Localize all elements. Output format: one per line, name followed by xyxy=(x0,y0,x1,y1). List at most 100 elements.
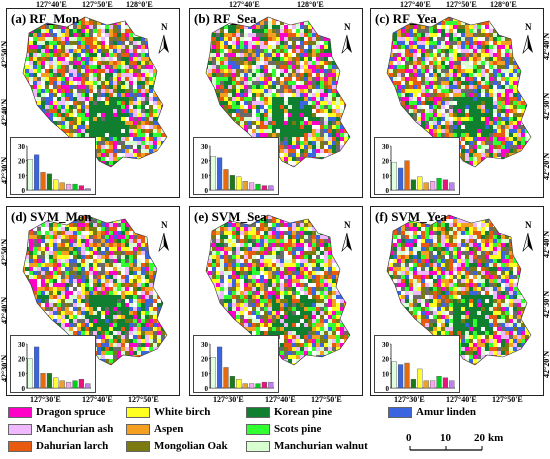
histogram-bar xyxy=(28,159,33,190)
legend-item: Dahurian larch xyxy=(8,440,108,452)
longitude-tick: 127°50'E xyxy=(128,395,159,404)
histogram-bar xyxy=(443,180,448,190)
histogram-bar xyxy=(417,177,422,190)
legend-swatch xyxy=(8,441,32,452)
histogram-bar xyxy=(85,384,90,388)
latitude-tick: 42°40'N xyxy=(542,33,550,60)
y-tick-label: 10 xyxy=(201,370,209,378)
histogram-bar xyxy=(262,186,267,190)
y-tick-label: 20 xyxy=(201,356,209,364)
y-tick-label: 30 xyxy=(18,341,26,349)
y-tick-label: 20 xyxy=(18,158,26,166)
histogram-bar xyxy=(73,184,78,190)
longitude-tick: 128°0'E xyxy=(490,0,517,9)
legend-swatch xyxy=(388,407,412,418)
north-label: N xyxy=(344,220,351,230)
histogram-bar xyxy=(47,373,52,388)
y-tick-label: 10 xyxy=(201,172,209,180)
scale-unit-label: km xyxy=(488,432,503,444)
latitude-tick: 42°30'N xyxy=(542,93,550,120)
north-arrow-icon: N xyxy=(340,33,354,55)
legend-label: Amur linden xyxy=(416,406,476,418)
legend-swatch xyxy=(246,407,270,418)
legend-swatch xyxy=(126,441,150,452)
latitude-tick: 42°50'N xyxy=(0,239,9,266)
legend-item: Mongolian Oak xyxy=(126,440,228,452)
histogram-bar xyxy=(243,384,248,388)
longitude-tick: 127°40'E xyxy=(265,395,296,404)
legend-item: Amur linden xyxy=(388,406,476,418)
legend-swatch xyxy=(8,424,32,435)
legend-item: Manchurian ash xyxy=(8,423,113,435)
histogram-bar xyxy=(66,382,71,388)
longitude-tick: 127°50'E xyxy=(446,0,477,9)
legend-label: Aspen xyxy=(154,423,183,435)
longitude-tick: 127°40'E xyxy=(36,0,67,9)
legend-label: White birch xyxy=(154,406,210,418)
histogram-bar xyxy=(430,381,435,388)
y-tick-label: 20 xyxy=(382,158,390,166)
north-arrow-icon: N xyxy=(157,231,171,253)
latitude-tick: 42°40'N xyxy=(542,231,550,258)
longitude-tick: 127°50'E xyxy=(82,0,113,9)
histogram-bar xyxy=(398,365,403,388)
y-tick-label: 0 xyxy=(205,385,209,392)
histogram-bar xyxy=(211,156,216,190)
histogram-bar xyxy=(424,381,429,388)
histogram-bar xyxy=(60,381,65,388)
panel-title: (a) RF_Mon xyxy=(11,11,79,27)
histogram-bar xyxy=(47,174,52,190)
histogram-bar xyxy=(417,369,422,388)
histogram-bar xyxy=(249,384,254,388)
histogram-bar xyxy=(34,155,39,190)
north-label: N xyxy=(161,220,168,230)
latitude-tick: 42°30'N xyxy=(0,157,9,184)
histogram-bar xyxy=(443,378,448,388)
histogram-bar xyxy=(392,362,397,388)
panel-title: (d) SVM_Mon xyxy=(11,209,92,225)
longitude-tick: 127°30'E xyxy=(213,395,244,404)
y-tick-label: 30 xyxy=(201,143,209,151)
longitude-tick: 127°50'E xyxy=(492,395,523,404)
y-tick-label: 20 xyxy=(382,356,390,364)
legend-item: Aspen xyxy=(126,423,183,435)
histogram-bar xyxy=(411,379,416,388)
histogram-bar xyxy=(34,347,39,388)
histogram-bar xyxy=(224,169,229,190)
y-tick-label: 0 xyxy=(386,187,390,194)
histogram-bar xyxy=(60,183,65,190)
latitude-tick: 42°40'N xyxy=(0,99,9,126)
legend-swatch xyxy=(246,441,270,452)
latitude-tick: 42°20'N xyxy=(542,351,550,378)
scale-tick-label: 10 xyxy=(440,432,451,444)
longitude-tick: 127°40'E xyxy=(82,395,113,404)
histogram-bar xyxy=(53,378,58,388)
legend-swatch xyxy=(126,424,150,435)
histogram-bar xyxy=(256,184,261,190)
north-arrow-icon: N xyxy=(340,231,354,253)
north-arrow-icon: N xyxy=(521,231,535,253)
longitude-tick: 128°0'E xyxy=(126,0,153,9)
histogram-bar xyxy=(424,183,429,190)
north-label: N xyxy=(344,22,351,32)
histogram-bar xyxy=(79,379,84,388)
y-tick-label: 0 xyxy=(22,385,26,392)
legend-item: Scots pine xyxy=(246,423,321,435)
histogram-bar xyxy=(437,376,442,388)
histogram-bar xyxy=(449,381,454,388)
histogram-bar xyxy=(85,189,90,190)
histogram-bar xyxy=(392,162,397,190)
y-tick-label: 30 xyxy=(201,341,209,349)
histogram-bar xyxy=(243,181,248,190)
histogram-bar xyxy=(230,175,235,190)
y-tick-label: 10 xyxy=(382,172,390,180)
longitude-tick: 127°30'E xyxy=(30,395,61,404)
y-tick-label: 10 xyxy=(18,172,26,180)
legend-item: Korean pine xyxy=(246,406,332,418)
y-tick-label: 30 xyxy=(382,341,390,349)
histogram-bar xyxy=(405,161,410,190)
